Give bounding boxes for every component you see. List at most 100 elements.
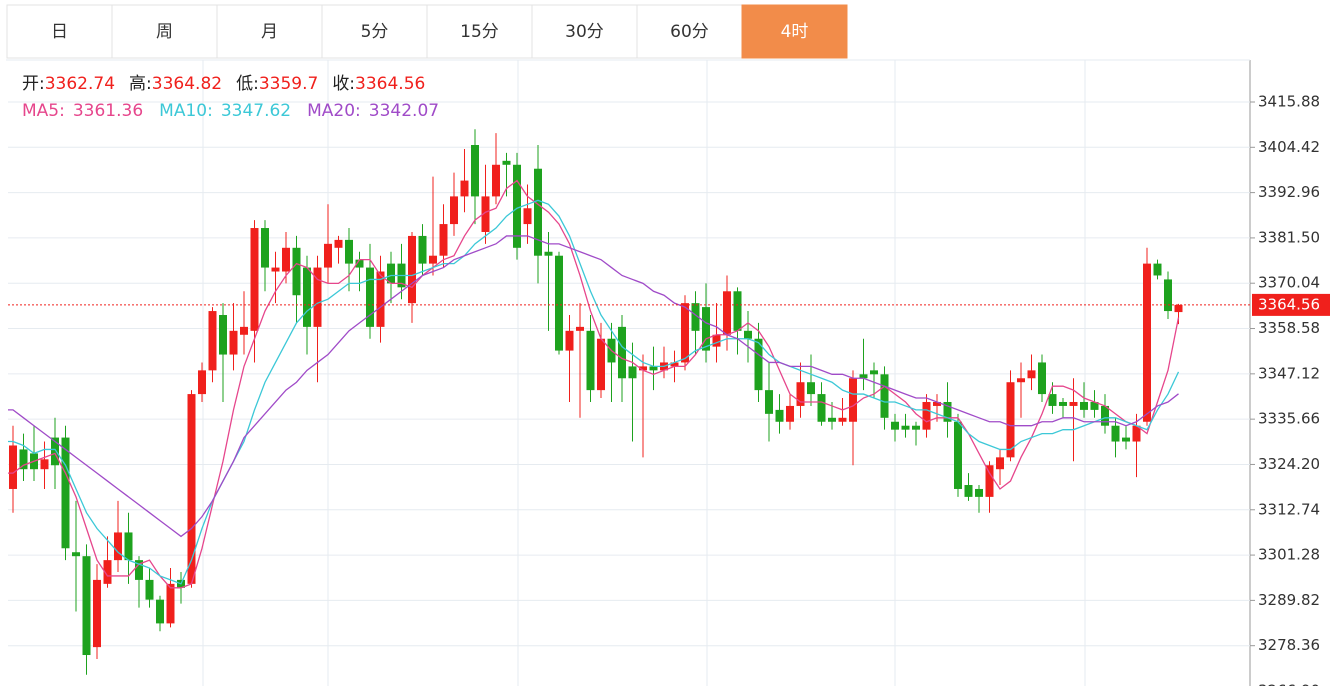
- legend-name: MA10:: [159, 101, 213, 121]
- candle-body: [565, 330, 574, 351]
- tab[interactable]: [531, 4, 638, 59]
- candle-body: [240, 326, 248, 335]
- candle-body: [597, 338, 605, 391]
- ma-line: [8, 235, 1179, 538]
- y-tick-label: 3278.36: [1258, 636, 1320, 654]
- tab[interactable]: [636, 4, 743, 59]
- candle-body: [439, 224, 448, 256]
- candle-body: [19, 449, 28, 470]
- candle-body: [408, 235, 416, 304]
- candle-body: [93, 579, 101, 648]
- candle-body: [282, 247, 290, 272]
- tab-label[interactable]: 5分: [361, 22, 389, 42]
- candle-body: [145, 579, 154, 600]
- candle-body: [618, 326, 626, 379]
- candle-body: [670, 362, 679, 367]
- tab-label[interactable]: 月: [261, 22, 278, 42]
- ma-legend: MA5: 3361.36 MA10: 3347.62 MA20: 3342.07: [22, 101, 439, 121]
- candle-body: [544, 251, 553, 256]
- candle-body: [912, 425, 920, 430]
- y-tick-label: 3370.04: [1258, 274, 1320, 292]
- legend-value: 3361.36: [73, 101, 143, 121]
- candle-body: [523, 208, 532, 225]
- candle-body: [754, 338, 763, 391]
- candle-body: [775, 409, 784, 422]
- candle-body: [82, 556, 91, 656]
- candle-body: [828, 417, 836, 422]
- ohlc-label: 收:: [332, 74, 355, 94]
- ohlc-value: 3364.82: [152, 74, 222, 94]
- candle-body: [691, 303, 700, 331]
- candle-body: [219, 315, 227, 355]
- ma-line: [8, 179, 1180, 589]
- candle-body: [681, 303, 689, 363]
- candle-body: [796, 382, 805, 406]
- candle-body: [996, 457, 1004, 470]
- tab-label[interactable]: 4时: [781, 22, 809, 42]
- y-tick-label: 3415.88: [1258, 92, 1320, 110]
- ma-line: [8, 199, 1180, 585]
- candle-body: [271, 267, 280, 272]
- candle-body: [103, 560, 112, 584]
- candle-body: [366, 267, 374, 327]
- y-tick-label: 3392.96: [1258, 183, 1320, 201]
- candle-body: [156, 599, 164, 624]
- y-tick-label: 3347.12: [1258, 364, 1320, 382]
- y-tick-label: 3289.82: [1258, 591, 1320, 609]
- candle-body: [250, 228, 259, 331]
- candle-body: [964, 485, 973, 497]
- y-tick-label: 3301.28: [1258, 546, 1320, 564]
- legend-value: 3342.07: [369, 101, 439, 121]
- candle-body: [345, 239, 353, 264]
- candle-body: [880, 374, 889, 418]
- candle-body: [891, 421, 899, 430]
- candle-body: [124, 532, 133, 561]
- candle-body: [807, 382, 815, 395]
- candle-body: [576, 326, 584, 331]
- candle-body: [513, 164, 521, 248]
- candle-body: [555, 255, 563, 351]
- candle-body: [985, 465, 994, 497]
- candle-body: [954, 421, 962, 489]
- candle-body: [1132, 425, 1141, 442]
- candle-body: [1048, 394, 1057, 406]
- ohlc-label: 高:: [129, 74, 152, 94]
- tab-label[interactable]: 60分: [670, 22, 709, 42]
- candle-body: [429, 255, 437, 264]
- tab-label[interactable]: 15分: [460, 22, 499, 42]
- last-price-label: 3364.56: [1258, 295, 1320, 313]
- candle-body: [135, 560, 143, 580]
- candle-body: [1164, 279, 1172, 312]
- tab[interactable]: [741, 4, 848, 59]
- candle-body: [1153, 263, 1162, 276]
- last-price-box: [1252, 293, 1330, 316]
- candle-body: [817, 394, 826, 422]
- candle-body: [502, 160, 511, 165]
- candle-body: [849, 378, 857, 422]
- candle-body: [1027, 370, 1036, 379]
- y-tick-label: 3335.66: [1258, 410, 1320, 428]
- candle-body: [922, 401, 931, 430]
- candle-body: [786, 405, 794, 422]
- candle-body: [859, 374, 868, 379]
- candle-body: [586, 330, 595, 391]
- candle-body: [1174, 304, 1183, 313]
- tab-label[interactable]: 30分: [565, 22, 604, 42]
- candle-body: [1006, 382, 1015, 458]
- candle-body: [534, 168, 542, 256]
- candle-body: [1090, 401, 1099, 410]
- tab[interactable]: [111, 4, 218, 59]
- y-tick-label: 3404.42: [1258, 138, 1320, 156]
- tab-label[interactable]: 日: [51, 22, 68, 42]
- tab[interactable]: [6, 4, 113, 59]
- candle-body: [649, 366, 658, 371]
- tab-label[interactable]: 周: [156, 22, 173, 42]
- y-tick-label: 3324.20: [1258, 455, 1320, 473]
- candle-body: [975, 488, 983, 497]
- candle-body: [744, 330, 752, 339]
- candle-body: [1059, 401, 1067, 406]
- candle-body: [450, 196, 458, 225]
- candle-body: [1143, 263, 1151, 422]
- candle-body: [166, 583, 175, 624]
